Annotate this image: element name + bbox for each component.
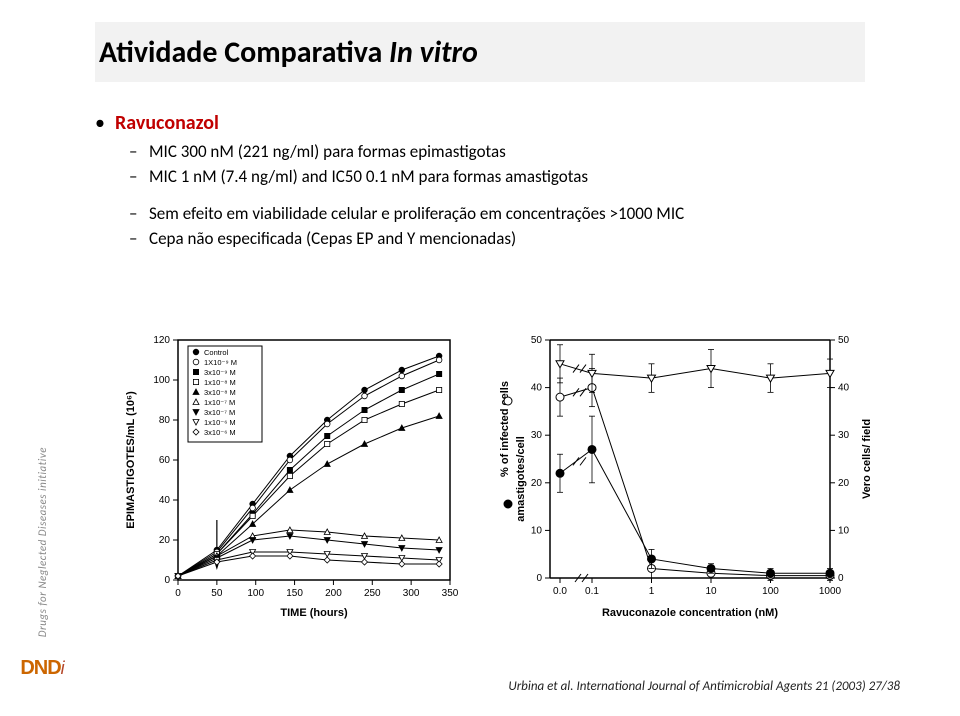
svg-text:3x10⁻⁸ M: 3x10⁻⁸ M (204, 388, 236, 397)
svg-text:50: 50 (531, 335, 543, 346)
svg-text:350: 350 (442, 588, 459, 599)
logo-block: Drugs for Neglected Diseases initiative … (12, 180, 72, 690)
svg-text:30: 30 (531, 430, 543, 441)
svg-text:60: 60 (159, 455, 171, 466)
svg-text:0: 0 (536, 573, 542, 584)
title-part1: Atividade Comparativa (99, 34, 389, 71)
svg-text:200: 200 (325, 588, 342, 599)
svg-text:20: 20 (531, 478, 543, 489)
svg-text:1x10⁻⁷ M: 1x10⁻⁷ M (204, 398, 235, 407)
title-bar: Atividade Comparativa In vitro (95, 22, 865, 82)
svg-text:1X10⁻⁹ M: 1X10⁻⁹ M (204, 358, 237, 367)
dash-icon: – (129, 141, 149, 164)
svg-text:250: 250 (364, 588, 381, 599)
svg-text:3x10⁻⁷ M: 3x10⁻⁷ M (204, 408, 235, 417)
svg-text:0: 0 (838, 573, 844, 584)
logo-tagline: Drugs for Neglected Diseases initiative (36, 447, 49, 637)
svg-text:300: 300 (403, 588, 420, 599)
svg-text:100: 100 (153, 375, 170, 386)
svg-text:50: 50 (838, 335, 850, 346)
svg-text:1: 1 (649, 586, 655, 597)
chart-dose-response: 0 10 20 30 40 50 0 10 20 30 40 50 0.0 0.1 1 10 100 1000 Ra… (490, 330, 880, 620)
svg-text:80: 80 (159, 415, 171, 426)
svg-text:1000: 1000 (819, 586, 842, 597)
content-block: • Ravuconazol –MIC 300 nM (221 ng/ml) pa… (95, 110, 865, 253)
svg-text:20: 20 (159, 535, 171, 546)
bullet-l2: –Cepa não especificada (Cepas EP and Y m… (129, 228, 865, 251)
svg-text:120: 120 (153, 335, 170, 346)
chart-right-svg: 0 10 20 30 40 50 0 10 20 30 40 50 0.0 0.1 1 10 100 1000 Ra… (490, 330, 880, 620)
svg-text:100: 100 (247, 588, 264, 599)
svg-text:0.0: 0.0 (553, 586, 567, 597)
svg-text:3x10⁻⁹ M: 3x10⁻⁹ M (204, 368, 236, 377)
citation-text: Urbina et al. International Journal of A… (508, 679, 900, 694)
svg-text:0: 0 (175, 588, 181, 599)
bullet-l2: –Sem efeito em viabilidade celular e pro… (129, 203, 865, 226)
title-part2: In vitro (389, 34, 478, 71)
svg-text:150: 150 (286, 588, 303, 599)
dash-icon: – (129, 166, 149, 189)
svg-text:1x10⁻⁸ M: 1x10⁻⁸ M (204, 378, 236, 387)
bullet-l1: • Ravuconazol (95, 110, 865, 137)
logo-dndi: DNDi (20, 657, 63, 680)
spacer (95, 191, 865, 203)
bullet-l2: –MIC 1 nM (7.4 ng/ml) and IC50 0.1 nM pa… (129, 166, 865, 189)
svg-text:1x10⁻⁶ M: 1x10⁻⁶ M (204, 418, 236, 427)
bullet-l2: –MIC 300 nM (221 ng/ml) para formas epim… (129, 141, 865, 164)
svg-text:0.1: 0.1 (585, 586, 599, 597)
svg-text:amastigotes/cell: amastigotes/cell (515, 436, 527, 522)
chart-left-svg: 0 20 40 60 80 100 120 0 50 100 150 200 250 300 350 TIME… (120, 330, 460, 620)
svg-text:30: 30 (838, 430, 850, 441)
dash-icon: – (129, 203, 149, 226)
svg-text:40: 40 (159, 495, 171, 506)
svg-text:40: 40 (838, 383, 850, 394)
svg-text:Control: Control (204, 348, 229, 357)
svg-text:10: 10 (531, 525, 543, 536)
svg-text:Ravuconazole concentration (nM: Ravuconazole concentration (nM) (602, 607, 778, 619)
page-title: Atividade Comparativa In vitro (95, 34, 478, 71)
svg-text:10: 10 (705, 586, 717, 597)
svg-text:EPIMASTIGOTES/mL (10⁶): EPIMASTIGOTES/mL (10⁶) (125, 391, 137, 529)
chart-epimastigotes: 0 20 40 60 80 100 120 0 50 100 150 200 250 300 350 TIME… (120, 330, 460, 620)
dash-icon: – (129, 228, 149, 251)
svg-text:% of infected cells: % of infected cells (499, 381, 511, 477)
svg-text:40: 40 (531, 383, 543, 394)
charts-row: 020406080100120050100150200250300350TIME… (120, 330, 880, 630)
svg-text:0: 0 (164, 575, 170, 586)
logo-main: DND (20, 657, 60, 679)
svg-text:20: 20 (838, 478, 850, 489)
bullet-l2-text: Sem efeito em viabilidade celular e prol… (149, 203, 684, 226)
svg-text:3x10⁻⁶ M: 3x10⁻⁶ M (204, 428, 236, 437)
bullet-l2-text: Cepa não especificada (Cepas EP and Y me… (149, 228, 516, 251)
svg-text:TIME (hours): TIME (hours) (280, 607, 348, 619)
svg-text:50: 50 (211, 588, 223, 599)
bullet-l2-text: MIC 300 nM (221 ng/ml) para formas epima… (149, 141, 506, 164)
bullet-dot-icon: • (95, 110, 115, 137)
svg-text:10: 10 (838, 525, 850, 536)
svg-text:100: 100 (762, 586, 779, 597)
bullet-l1-text: Ravuconazol (115, 110, 219, 137)
slide-root: Drugs for Neglected Diseases initiative … (0, 0, 960, 716)
svg-text:Vero cells/ field: Vero cells/ field (861, 419, 873, 499)
logo-i: i (61, 658, 64, 678)
bullet-l2-text: MIC 1 nM (7.4 ng/ml) and IC50 0.1 nM par… (149, 166, 588, 189)
